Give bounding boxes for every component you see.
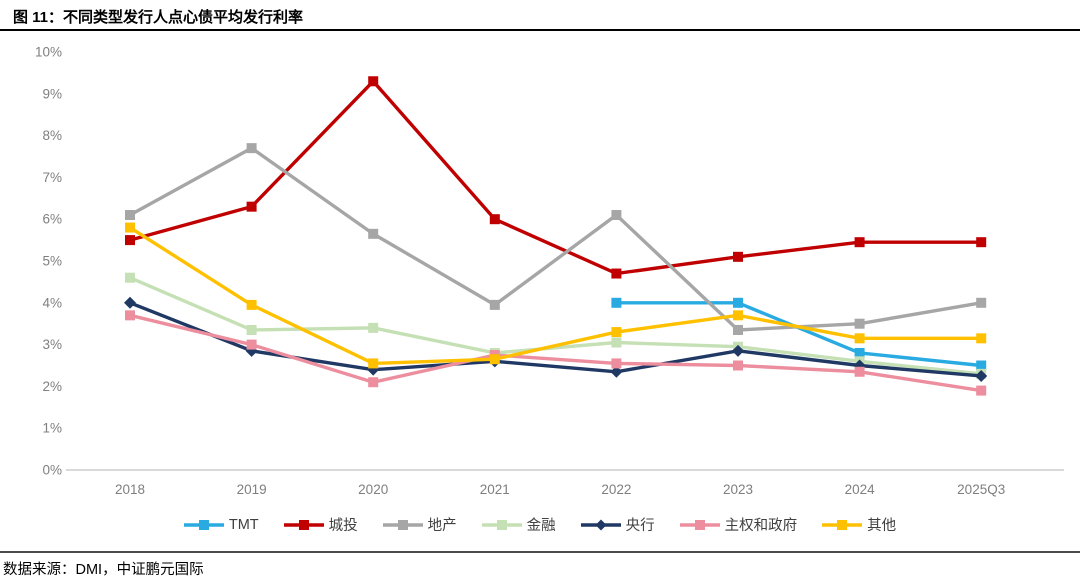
series-marker-央行 xyxy=(975,369,988,382)
legend-marker-主权和政府 xyxy=(679,519,720,530)
series-marker-地产 xyxy=(125,210,135,221)
series-marker-城投 xyxy=(733,251,743,262)
series-line-金融 xyxy=(129,276,982,376)
y-tick-label-10: 10% xyxy=(35,45,62,60)
series-line-地产 xyxy=(129,146,982,332)
series-marker-其他 xyxy=(976,333,987,344)
series-marker-央行 xyxy=(732,344,744,357)
series-marker-地产 xyxy=(489,299,500,310)
legend-label: 地产 xyxy=(427,518,457,534)
header-divider xyxy=(0,29,1080,31)
series-marker-其他 xyxy=(611,327,622,338)
y-tick-label-4: 4% xyxy=(42,295,62,310)
legend-marker-其他 xyxy=(822,519,863,530)
series-marker-城投 xyxy=(246,201,257,212)
series-marker-其他 xyxy=(125,222,135,233)
chart-legend: TMT 城投 地产 金融 央行 主权和政府 其他 xyxy=(0,514,1080,535)
legend-item-TMT: TMT xyxy=(183,516,259,533)
series-marker-其他 xyxy=(246,299,257,310)
series-marker-地产 xyxy=(611,210,622,221)
series-marker-地产 xyxy=(246,143,257,154)
series-marker-金融 xyxy=(368,322,379,333)
x-tick-label-2023: 2023 xyxy=(723,482,753,497)
y-tick-label-2: 2% xyxy=(42,379,62,394)
series-marker-主权和政府 xyxy=(611,358,622,369)
series-marker-主权和政府 xyxy=(368,377,379,388)
legend-label: 主权和政府 xyxy=(724,518,798,534)
series-marker-主权和政府 xyxy=(125,310,135,321)
x-tick-label-2019: 2019 xyxy=(237,482,267,497)
legend-label: 央行 xyxy=(625,518,655,534)
legend-item-金融: 金融 xyxy=(481,514,556,535)
series-line-主权和政府 xyxy=(129,313,982,393)
series-marker-金融 xyxy=(125,272,135,283)
series-marker-城投 xyxy=(489,214,500,225)
data-source: 数据来源：DMI，中证鹏元国际 xyxy=(3,562,204,578)
x-tick-label-2024: 2024 xyxy=(845,482,876,497)
y-tick-label-7: 7% xyxy=(42,170,62,185)
y-tick-label-9: 9% xyxy=(42,86,62,101)
x-tick-label-2025Q3: 2025Q3 xyxy=(957,482,1005,497)
y-tick-label-5: 5% xyxy=(42,254,62,269)
x-tick-label-2022: 2022 xyxy=(601,482,631,497)
x-tick-label-2020: 2020 xyxy=(358,482,388,497)
series-marker-其他 xyxy=(368,358,379,369)
legend-marker-城投 xyxy=(283,519,324,530)
legend-marker-地产 xyxy=(382,519,423,530)
series-marker-主权和政府 xyxy=(854,366,865,377)
legend-item-主权和政府: 主权和政府 xyxy=(679,514,798,535)
figure-title: 图 11：不同类型发行人点心债平均发行利率 xyxy=(13,9,304,26)
series-marker-其他 xyxy=(854,333,865,344)
legend-item-其他: 其他 xyxy=(822,514,896,535)
series-marker-主权和政府 xyxy=(733,360,743,371)
series-marker-其他 xyxy=(489,354,500,365)
legend-item-城投: 城投 xyxy=(283,514,358,535)
x-tick-label-2018: 2018 xyxy=(115,482,145,497)
footer-divider xyxy=(0,551,1080,553)
legend-label: 金融 xyxy=(526,518,556,534)
series-marker-主权和政府 xyxy=(246,339,257,350)
legend-label: 城投 xyxy=(328,518,358,534)
series-marker-金融 xyxy=(611,337,622,348)
x-tick-label-2021: 2021 xyxy=(480,482,510,497)
series-marker-城投 xyxy=(125,235,135,246)
series-marker-主权和政府 xyxy=(976,385,987,396)
series-marker-城投 xyxy=(611,268,622,279)
series-marker-TMT xyxy=(976,360,987,371)
y-tick-label-3: 3% xyxy=(42,337,62,352)
series-marker-金融 xyxy=(246,324,257,335)
y-tick-label-0: 0% xyxy=(42,463,62,478)
series-marker-城投 xyxy=(854,237,865,248)
series-marker-央行 xyxy=(610,365,623,378)
legend-marker-金融 xyxy=(481,519,522,530)
series-marker-城投 xyxy=(368,76,379,87)
series-marker-地产 xyxy=(368,228,379,239)
legend-marker-央行 xyxy=(580,519,621,530)
legend-item-地产: 地产 xyxy=(382,514,457,535)
series-marker-TMT xyxy=(611,297,622,308)
series-marker-其他 xyxy=(733,310,743,321)
series-marker-地产 xyxy=(854,318,865,329)
y-tick-label-6: 6% xyxy=(42,212,62,227)
y-tick-label-1: 1% xyxy=(42,421,62,436)
series-marker-地产 xyxy=(976,297,987,308)
legend-item-央行: 央行 xyxy=(580,514,655,535)
series-line-城投 xyxy=(129,78,982,276)
series-line-央行 xyxy=(129,301,982,378)
legend-label: 其他 xyxy=(867,518,897,534)
series-marker-TMT xyxy=(733,297,743,308)
series-marker-城投 xyxy=(976,237,987,248)
legend-label: TMT xyxy=(228,516,259,533)
series-marker-地产 xyxy=(733,324,743,335)
series-line-其他 xyxy=(129,226,982,366)
series-marker-央行 xyxy=(124,296,136,309)
series-marker-TMT xyxy=(854,347,865,358)
legend-marker-TMT xyxy=(183,519,224,530)
y-tick-label-8: 8% xyxy=(42,128,62,143)
